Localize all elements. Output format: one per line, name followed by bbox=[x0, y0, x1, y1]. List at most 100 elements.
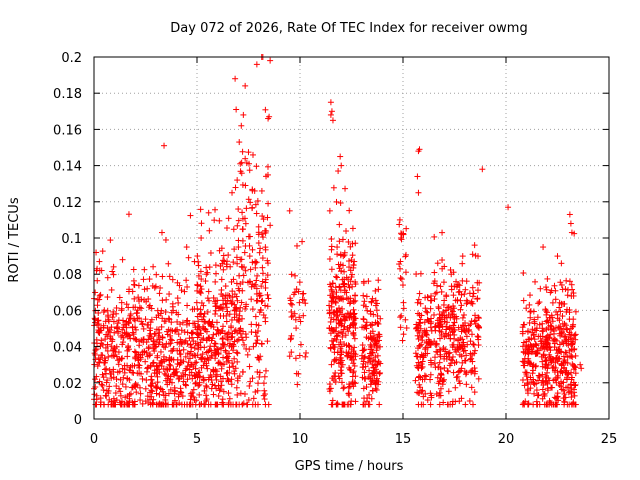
data-point bbox=[161, 318, 168, 325]
data-point bbox=[259, 278, 266, 285]
data-point bbox=[260, 312, 267, 319]
data-point bbox=[422, 350, 429, 357]
data-point bbox=[241, 391, 248, 398]
data-point bbox=[572, 370, 579, 377]
data-point bbox=[154, 379, 161, 386]
data-point bbox=[139, 400, 146, 407]
data-point bbox=[367, 341, 374, 348]
data-point bbox=[399, 282, 406, 289]
data-point bbox=[206, 264, 213, 271]
data-point bbox=[360, 315, 367, 322]
data-point bbox=[451, 335, 458, 342]
data-point bbox=[203, 382, 210, 389]
data-point bbox=[540, 351, 547, 358]
data-point bbox=[399, 337, 406, 344]
data-point bbox=[96, 329, 103, 336]
data-point bbox=[131, 383, 138, 390]
data-point bbox=[191, 345, 198, 352]
data-point bbox=[296, 279, 303, 286]
data-point bbox=[212, 298, 219, 305]
data-point bbox=[152, 330, 159, 337]
data-point bbox=[377, 315, 384, 322]
data-point bbox=[112, 390, 119, 397]
data-point bbox=[293, 242, 300, 249]
data-point bbox=[210, 294, 217, 301]
data-point bbox=[110, 271, 117, 278]
data-point bbox=[154, 352, 161, 359]
data-point bbox=[458, 326, 465, 333]
data-point bbox=[559, 370, 566, 377]
data-point bbox=[167, 362, 174, 369]
data-point bbox=[212, 373, 219, 380]
x-tick-label: 10 bbox=[292, 432, 309, 447]
data-point bbox=[423, 308, 430, 315]
data-point bbox=[140, 339, 147, 346]
data-point bbox=[557, 332, 564, 339]
data-point bbox=[469, 300, 476, 307]
data-point bbox=[352, 315, 359, 322]
data-point bbox=[225, 401, 232, 408]
y-tick-label: 0.16 bbox=[53, 123, 82, 138]
data-point bbox=[121, 369, 128, 376]
data-point bbox=[99, 382, 106, 389]
data-point bbox=[414, 299, 421, 306]
data-point bbox=[135, 361, 142, 368]
data-point bbox=[211, 343, 218, 350]
data-point bbox=[96, 296, 103, 303]
x-tick-labels: 0 5 10 15 20 25 bbox=[90, 432, 617, 447]
data-point bbox=[236, 272, 243, 279]
data-point bbox=[184, 376, 191, 383]
x-tick-label: 5 bbox=[193, 432, 201, 447]
data-point bbox=[94, 265, 101, 272]
data-point bbox=[563, 384, 570, 391]
data-point bbox=[113, 343, 120, 350]
data-point bbox=[439, 265, 446, 272]
data-point bbox=[361, 369, 368, 376]
data-point bbox=[197, 330, 204, 337]
data-point bbox=[547, 347, 554, 354]
data-point bbox=[537, 333, 544, 340]
data-point bbox=[544, 345, 551, 352]
data-point bbox=[450, 369, 457, 376]
data-point bbox=[136, 384, 143, 391]
data-point bbox=[95, 310, 102, 317]
data-point bbox=[132, 326, 139, 333]
data-point bbox=[431, 360, 438, 367]
data-point bbox=[336, 265, 343, 272]
data-point bbox=[108, 375, 115, 382]
data-point bbox=[136, 315, 143, 322]
data-point bbox=[219, 260, 226, 267]
x-tick-label: 0 bbox=[90, 432, 98, 447]
data-point bbox=[113, 383, 120, 390]
data-point bbox=[566, 211, 573, 218]
data-point bbox=[346, 258, 353, 265]
data-point bbox=[252, 388, 259, 395]
data-point bbox=[119, 256, 126, 263]
data-point bbox=[186, 366, 193, 373]
data-point bbox=[463, 333, 470, 340]
data-point bbox=[105, 329, 112, 336]
data-point bbox=[452, 384, 459, 391]
data-point bbox=[374, 352, 381, 359]
data-point bbox=[167, 386, 174, 393]
data-point bbox=[328, 288, 335, 295]
data-point bbox=[417, 300, 424, 307]
data-point bbox=[565, 286, 572, 293]
data-point bbox=[131, 348, 138, 355]
data-point bbox=[218, 276, 225, 283]
data-point bbox=[118, 333, 125, 340]
data-point bbox=[527, 314, 534, 321]
data-point bbox=[180, 346, 187, 353]
data-point bbox=[253, 321, 260, 328]
data-point bbox=[445, 388, 452, 395]
data-point bbox=[397, 324, 404, 331]
data-point bbox=[400, 331, 407, 338]
data-point bbox=[425, 317, 432, 324]
data-point bbox=[104, 294, 111, 301]
data-point bbox=[237, 280, 244, 287]
data-point bbox=[471, 318, 478, 325]
data-point bbox=[328, 361, 335, 368]
data-point bbox=[147, 363, 154, 370]
data-point bbox=[177, 357, 184, 364]
data-point bbox=[211, 217, 218, 224]
